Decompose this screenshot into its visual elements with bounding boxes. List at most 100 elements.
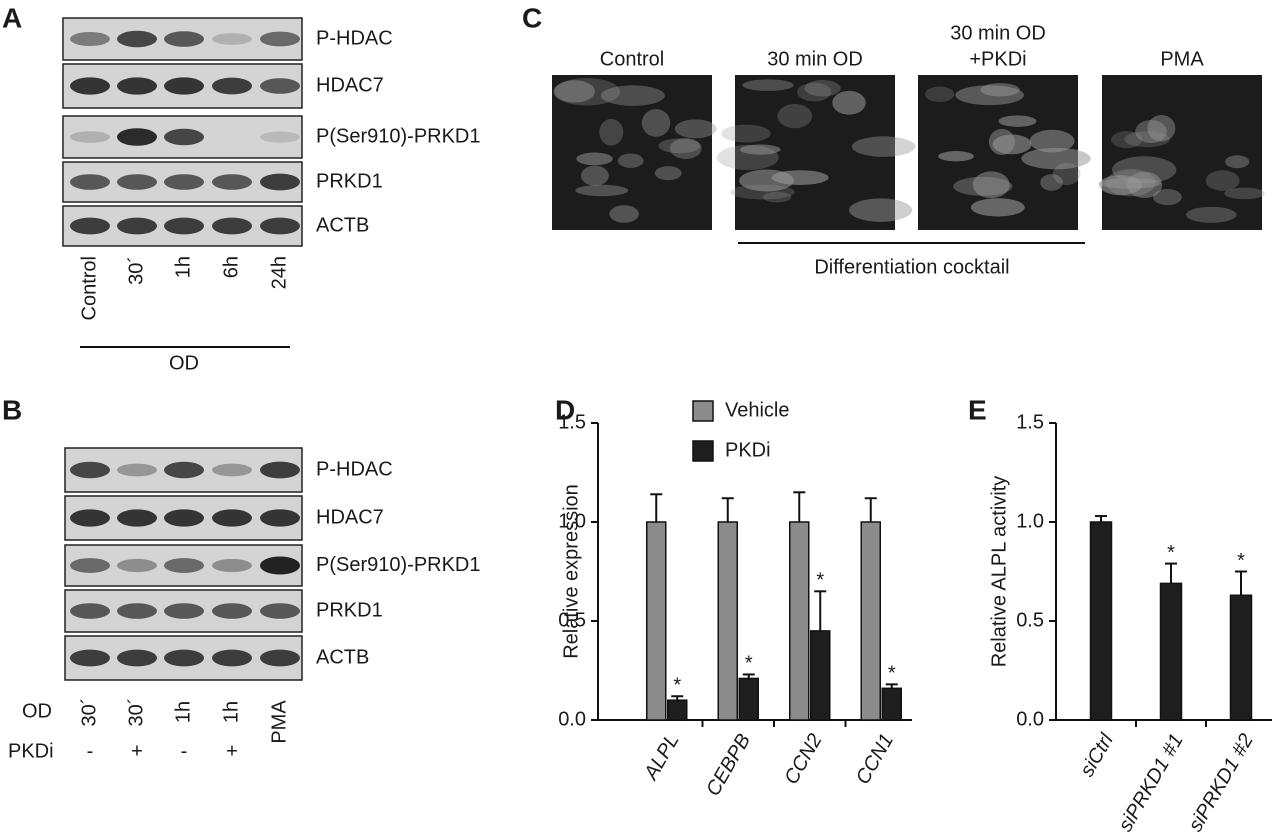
lane-label: 30´ xyxy=(125,256,147,285)
bar xyxy=(738,677,759,721)
cell xyxy=(1021,147,1091,170)
band xyxy=(70,461,110,479)
cell xyxy=(739,144,781,155)
cell xyxy=(797,82,832,102)
band xyxy=(70,649,110,667)
lane-label: 24h xyxy=(268,256,290,289)
cell xyxy=(674,119,717,139)
cell xyxy=(970,198,1025,217)
band xyxy=(117,30,157,48)
band xyxy=(164,603,204,619)
cell xyxy=(1147,115,1176,142)
band xyxy=(70,217,110,235)
panel-letter: C xyxy=(522,2,542,33)
significance: * xyxy=(888,663,896,685)
significance: * xyxy=(1237,550,1245,572)
band xyxy=(117,217,157,235)
band xyxy=(212,217,252,235)
cell xyxy=(924,86,955,102)
y-tick-label: 0.5 xyxy=(558,609,586,631)
micrograph xyxy=(552,75,712,230)
band-label: P-HDAC xyxy=(316,27,393,49)
bar xyxy=(717,521,738,721)
band xyxy=(260,31,300,47)
lane-label: Control xyxy=(78,256,100,320)
band-label: P-HDAC xyxy=(316,458,393,480)
bar xyxy=(646,521,667,721)
cell xyxy=(988,128,1015,156)
legend-label: Vehicle xyxy=(725,399,790,421)
band xyxy=(117,558,157,573)
y-tick-label: 1.5 xyxy=(1016,411,1044,433)
band xyxy=(212,33,252,45)
panel-letter: D xyxy=(555,394,575,425)
y-tick-label: 0.0 xyxy=(1016,708,1044,730)
cell xyxy=(553,78,621,106)
x-tick-label: siCtrl xyxy=(1076,730,1118,781)
band xyxy=(117,509,157,527)
significance: * xyxy=(816,570,824,592)
lane-label: 30´ xyxy=(125,698,147,727)
cell xyxy=(742,79,794,91)
lane-label: 1h xyxy=(172,701,194,723)
significance: * xyxy=(745,653,753,675)
lane-label: PMA xyxy=(268,700,290,744)
band xyxy=(260,217,300,235)
band xyxy=(164,128,204,146)
significance: * xyxy=(1167,542,1175,564)
cell xyxy=(658,138,701,154)
legend-swatch xyxy=(692,440,714,462)
image-label: 30 min OD xyxy=(767,48,863,70)
image-label: +PKDi xyxy=(969,48,1026,70)
band xyxy=(164,558,204,573)
group-label: Differentiation cocktail xyxy=(814,256,1009,278)
cell xyxy=(599,118,624,146)
cell xyxy=(851,136,916,157)
cell xyxy=(832,90,866,115)
band xyxy=(212,463,252,477)
x-tick-label: siPRKD1 #2 xyxy=(1184,730,1258,835)
band-label: PRKD1 xyxy=(316,170,383,192)
band-label: P(Ser910)-PRKD1 xyxy=(316,554,481,576)
cell xyxy=(576,152,613,166)
band xyxy=(117,174,157,190)
cell xyxy=(1040,174,1063,191)
legend-swatch xyxy=(692,400,714,422)
cell xyxy=(1112,156,1177,184)
bar xyxy=(1229,594,1253,721)
cell xyxy=(762,191,792,203)
band-label: HDAC7 xyxy=(316,74,384,96)
y-tick-label: 1.0 xyxy=(558,510,586,532)
band-label: PRKD1 xyxy=(316,599,383,621)
band xyxy=(164,509,204,527)
band xyxy=(117,649,157,667)
cell xyxy=(980,83,1020,97)
cell xyxy=(617,153,644,168)
band xyxy=(260,509,300,527)
cell xyxy=(998,115,1037,127)
cell xyxy=(1099,175,1142,196)
x-tick-label: CCN2 xyxy=(780,730,826,788)
cell xyxy=(955,85,1024,106)
band xyxy=(212,649,252,667)
cell xyxy=(849,198,913,222)
lane-label: - xyxy=(87,740,94,762)
band-label: P(Ser910)-PRKD1 xyxy=(316,125,481,147)
bar xyxy=(860,521,881,721)
band xyxy=(70,32,110,46)
micrograph xyxy=(1102,75,1262,230)
cell xyxy=(609,205,639,223)
lane-label: - xyxy=(181,740,188,762)
cell xyxy=(600,85,665,106)
cell xyxy=(1224,187,1265,200)
cell xyxy=(641,109,671,137)
band xyxy=(70,174,110,190)
band xyxy=(70,77,110,95)
band-label: HDAC7 xyxy=(316,506,384,528)
y-axis-label: Relative ALPL activity xyxy=(988,476,1010,668)
x-tick-label: CCN1 xyxy=(852,730,898,788)
cell xyxy=(972,171,1010,199)
lane-label: 6h xyxy=(220,256,242,278)
cell xyxy=(953,176,1013,196)
